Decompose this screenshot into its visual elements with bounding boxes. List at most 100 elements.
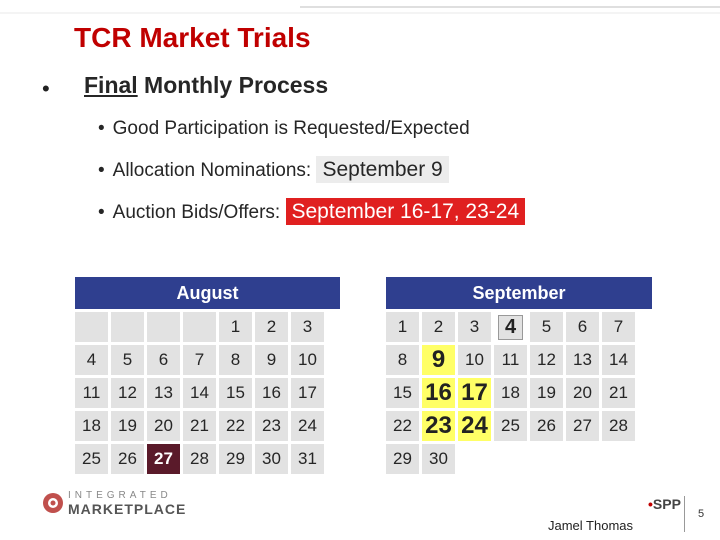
august-day-17: 17 <box>291 378 324 408</box>
integrated-marketplace-logo: INTEGRATED MARKETPLACE <box>42 490 186 517</box>
august-day-31: 31 <box>291 444 324 474</box>
september-day-27: 27 <box>566 411 599 441</box>
september-empty-cell <box>530 444 563 474</box>
september-week-row: 15 16 17 18 19 20 21 <box>386 378 635 408</box>
september-day-15: 15 <box>386 378 419 408</box>
august-day-3: 3 <box>291 312 324 342</box>
september-day-12: 12 <box>530 345 563 375</box>
september-day-13: 13 <box>566 345 599 375</box>
august-week-row: 4 5 6 7 8 9 10 <box>75 345 324 375</box>
september-day-23: 23 <box>422 411 455 441</box>
auction-date-highlight: September 16-17, 23-24 <box>285 198 526 225</box>
august-day-23: 23 <box>255 411 288 441</box>
august-day-2: 2 <box>255 312 288 342</box>
september-day-18: 18 <box>494 378 527 408</box>
august-day-6: 6 <box>147 345 180 375</box>
september-empty-cell <box>566 444 599 474</box>
august-header: August <box>75 277 340 309</box>
september-day-30: 30 <box>422 444 455 474</box>
spp-text: SPP <box>652 496 681 512</box>
august-day-16: 16 <box>255 378 288 408</box>
september-day-26: 26 <box>530 411 563 441</box>
august-day-11: 11 <box>75 378 108 408</box>
page-number: 5 <box>698 508 705 520</box>
bullet-label: Auction Bids/Offers: <box>112 202 281 223</box>
september-week-row: 29 30 <box>386 444 635 474</box>
august-day-7: 7 <box>183 345 216 375</box>
heading-underlined-word: Final <box>84 72 138 98</box>
september-day-6: 6 <box>566 312 599 342</box>
august-day-25: 25 <box>75 444 108 474</box>
september-day-1: 1 <box>386 312 419 342</box>
august-day-24: 24 <box>291 411 324 441</box>
august-day-10: 10 <box>291 345 324 375</box>
august-empty-cell <box>111 312 144 342</box>
august-week-row: 11 12 13 14 15 16 17 <box>75 378 324 408</box>
august-day-13: 13 <box>147 378 180 408</box>
september-day-7: 7 <box>602 312 635 342</box>
august-day-28: 28 <box>183 444 216 474</box>
september-week-row: 22 23 24 25 26 27 28 <box>386 411 635 441</box>
september-day-29: 29 <box>386 444 419 474</box>
presenter-name: Jamel Thomas <box>548 518 634 533</box>
heading-rest: Monthly Process <box>137 72 329 98</box>
section-heading: Final Monthly Process <box>84 72 328 99</box>
bullet-icon: • <box>98 160 105 181</box>
spp-dot-icon: • <box>648 496 653 512</box>
spp-logo: •SPP <box>648 496 681 512</box>
logo-bottom-text: MARKETPLACE <box>68 501 187 517</box>
august-empty-cell <box>147 312 180 342</box>
august-day-8: 8 <box>219 345 252 375</box>
september-header: September <box>386 277 652 309</box>
august-day-30: 30 <box>255 444 288 474</box>
september-day-28: 28 <box>602 411 635 441</box>
august-day-26: 26 <box>111 444 144 474</box>
september-day-10: 10 <box>458 345 491 375</box>
september-day-3: 3 <box>458 312 491 342</box>
bullet-nominations: • Allocation Nominations: September 9 <box>98 156 449 183</box>
bullet-auction: • Auction Bids/Offers: September 16-17, 2… <box>98 198 526 225</box>
august-day-18: 18 <box>75 411 108 441</box>
september-day-14: 14 <box>602 345 635 375</box>
august-day-21: 21 <box>183 411 216 441</box>
august-empty-cell <box>183 312 216 342</box>
bullet-icon: • <box>42 76 50 101</box>
august-week-row: 25 26 27 28 29 30 31 <box>75 444 324 474</box>
august-day-14: 14 <box>183 378 216 408</box>
bullet-icon: • <box>98 202 105 223</box>
bullet-text: Good Participation is Requested/Expected <box>112 118 470 139</box>
header-decoration <box>0 6 720 14</box>
august-day-12: 12 <box>111 378 144 408</box>
august-day-29: 29 <box>219 444 252 474</box>
footer-divider <box>684 496 685 532</box>
september-day-2: 2 <box>422 312 455 342</box>
august-day-22: 22 <box>219 411 252 441</box>
bullet-label: Allocation Nominations: <box>112 160 312 181</box>
september-empty-cell <box>494 444 527 474</box>
august-day-4: 4 <box>75 345 108 375</box>
bullet-participation: • Good Participation is Requested/Expecte… <box>98 118 470 140</box>
september-day-16: 16 <box>422 378 455 408</box>
september-week-row: 8 9 10 11 12 13 14 <box>386 345 635 375</box>
marketplace-logo-icon <box>43 493 63 513</box>
august-day-20: 20 <box>147 411 180 441</box>
september-empty-cell <box>602 444 635 474</box>
august-calendar: 1 2 3 4 5 6 7 8 9 10 11 12 13 14 15 16 17 18 19 20 21 22 23 24 2… <box>72 309 327 477</box>
september-day-24: 24 <box>458 411 491 441</box>
slide-title: TCR Market Trials <box>74 22 311 53</box>
september-day-19: 19 <box>530 378 563 408</box>
nomination-date-highlight: September 9 <box>316 156 449 183</box>
august-day-15: 15 <box>219 378 252 408</box>
august-day-27: 27 <box>147 444 180 474</box>
september-empty-cell <box>458 444 491 474</box>
september-day-9: 9 <box>422 345 455 375</box>
september-day-22: 22 <box>386 411 419 441</box>
august-day-5: 5 <box>111 345 144 375</box>
august-day-9: 9 <box>255 345 288 375</box>
september-day-4: 4 <box>494 312 527 342</box>
september-day-5: 5 <box>530 312 563 342</box>
august-day-19: 19 <box>111 411 144 441</box>
logo-top-text: INTEGRATED <box>68 490 172 501</box>
